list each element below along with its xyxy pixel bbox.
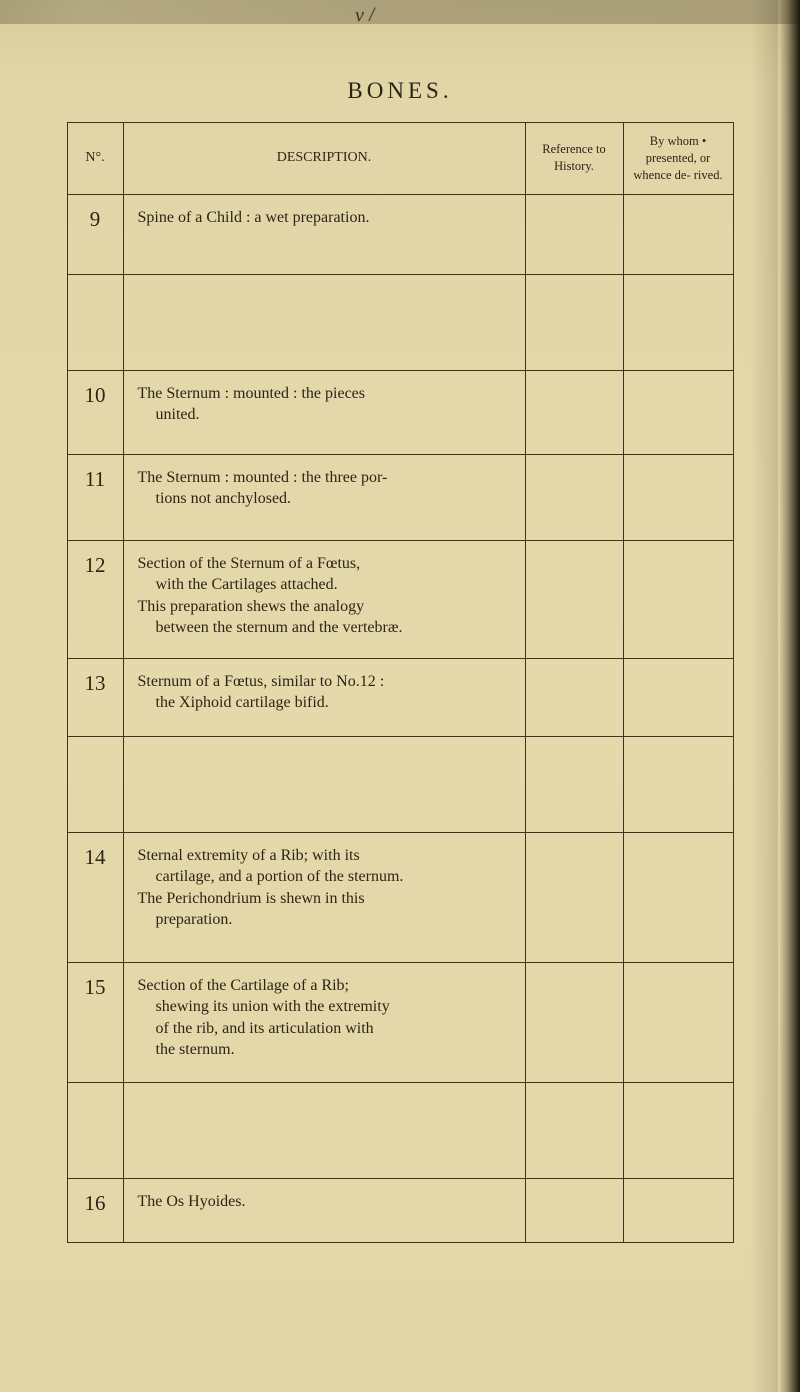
desc-line-indent: the Xiphoid cartilage bifid. (138, 692, 513, 714)
table-row: 16 The Os Hyoides. (67, 1178, 733, 1242)
cell-no (67, 274, 123, 370)
cell-desc (123, 736, 525, 832)
desc-line-indent: the sternum. (138, 1039, 513, 1061)
cell-no (67, 1082, 123, 1178)
cell-desc (123, 274, 525, 370)
desc-line-indent: tions not anchylosed. (138, 488, 513, 510)
cell-who (623, 540, 733, 658)
cell-desc: Sternal extremity of a Rib; with its car… (123, 832, 525, 962)
cell-no: 13 (67, 658, 123, 736)
cell-no: 11 (67, 454, 123, 540)
desc-line: Section of the Cartilage of a Rib; (138, 977, 350, 994)
desc-line-indent: of the rib, and its articulation with (138, 1018, 513, 1040)
desc-line-indent: cartilage, and a portion of the sternum. (138, 866, 513, 888)
cell-ref (525, 454, 623, 540)
col-header-description: DESCRIPTION. (123, 123, 525, 195)
cell-desc: The Sternum : mounted : the three por- t… (123, 454, 525, 540)
cell-desc: Spine of a Child : a wet preparation. (123, 194, 525, 274)
cell-desc: Section of the Sternum of a Fœtus, with … (123, 540, 525, 658)
right-page-shadow (750, 0, 778, 1392)
cell-ref (525, 962, 623, 1082)
cell-desc: Section of the Cartilage of a Rib; shewi… (123, 962, 525, 1082)
cell-who (623, 454, 733, 540)
table-row-empty (67, 1082, 733, 1178)
desc-line: Sternum of a Fœtus, similar to No.12 : (138, 673, 385, 690)
table-row: 12 Section of the Sternum of a Fœtus, wi… (67, 540, 733, 658)
table-row: 14 Sternal extremity of a Rib; with its … (67, 832, 733, 962)
cell-ref (525, 1082, 623, 1178)
cell-desc: The Sternum : mounted : the pieces unite… (123, 370, 525, 454)
cell-who (623, 194, 733, 274)
cell-ref (525, 194, 623, 274)
cell-who (623, 274, 733, 370)
table-row: 10 The Sternum : mounted : the pieces un… (67, 370, 733, 454)
desc-line: The Sternum : mounted : the three por- (138, 469, 388, 486)
col-header-reference: Reference to History. (525, 123, 623, 195)
cell-ref (525, 658, 623, 736)
col-header-no: N°. (67, 123, 123, 195)
cell-who (623, 832, 733, 962)
right-edge-dark (778, 0, 800, 1392)
top-handwritten-mark: v / (355, 4, 375, 28)
cell-no: 16 (67, 1178, 123, 1242)
top-edge-shadow (0, 0, 800, 24)
cell-no: 9 (67, 194, 123, 274)
desc-line-indent: between the sternum and the vertebræ. (138, 617, 513, 639)
bones-table: N°. DESCRIPTION. Reference to History. B… (67, 122, 734, 1243)
cell-no: 15 (67, 962, 123, 1082)
desc-line: This preparation shews the analogy (138, 598, 365, 615)
desc-line-indent: with the Cartilages attached. (138, 574, 513, 596)
desc-line: The Perichondrium is shewn in this (138, 890, 365, 907)
cell-ref (525, 1178, 623, 1242)
table-row: 11 The Sternum : mounted : the three por… (67, 454, 733, 540)
cell-who (623, 962, 733, 1082)
page: v / BONES. N°. DESCRIPTION. Reference to… (0, 0, 800, 1392)
cell-no: 12 (67, 540, 123, 658)
desc-line: Section of the Sternum of a Fœtus, (138, 555, 361, 572)
table-row: 15 Section of the Cartilage of a Rib; sh… (67, 962, 733, 1082)
cell-ref (525, 540, 623, 658)
desc-line-indent: preparation. (138, 909, 513, 931)
cell-no (67, 736, 123, 832)
table-row-empty (67, 736, 733, 832)
desc-line-indent: shewing its union with the extremity (138, 996, 513, 1018)
cell-desc (123, 1082, 525, 1178)
cell-ref (525, 370, 623, 454)
cell-who (623, 658, 733, 736)
table-header-row: N°. DESCRIPTION. Reference to History. B… (67, 123, 733, 195)
desc-line: The Sternum : mounted : the pieces (138, 385, 366, 402)
cell-no: 10 (67, 370, 123, 454)
cell-who (623, 370, 733, 454)
cell-no: 14 (67, 832, 123, 962)
table-row: 9 Spine of a Child : a wet preparation. (67, 194, 733, 274)
cell-desc: The Os Hyoides. (123, 1178, 525, 1242)
cell-who (623, 1082, 733, 1178)
cell-who (623, 1178, 733, 1242)
table-row: 13 Sternum of a Fœtus, similar to No.12 … (67, 658, 733, 736)
cell-ref (525, 736, 623, 832)
table-row-empty (67, 274, 733, 370)
cell-who (623, 736, 733, 832)
cell-ref (525, 832, 623, 962)
desc-line-indent: united. (138, 404, 513, 426)
cell-desc: Sternum of a Fœtus, similar to No.12 : t… (123, 658, 525, 736)
cell-ref (525, 274, 623, 370)
desc-line: Sternal extremity of a Rib; with its (138, 847, 360, 864)
col-header-bywhom: By whom • presented, or whence de- rived… (623, 123, 733, 195)
